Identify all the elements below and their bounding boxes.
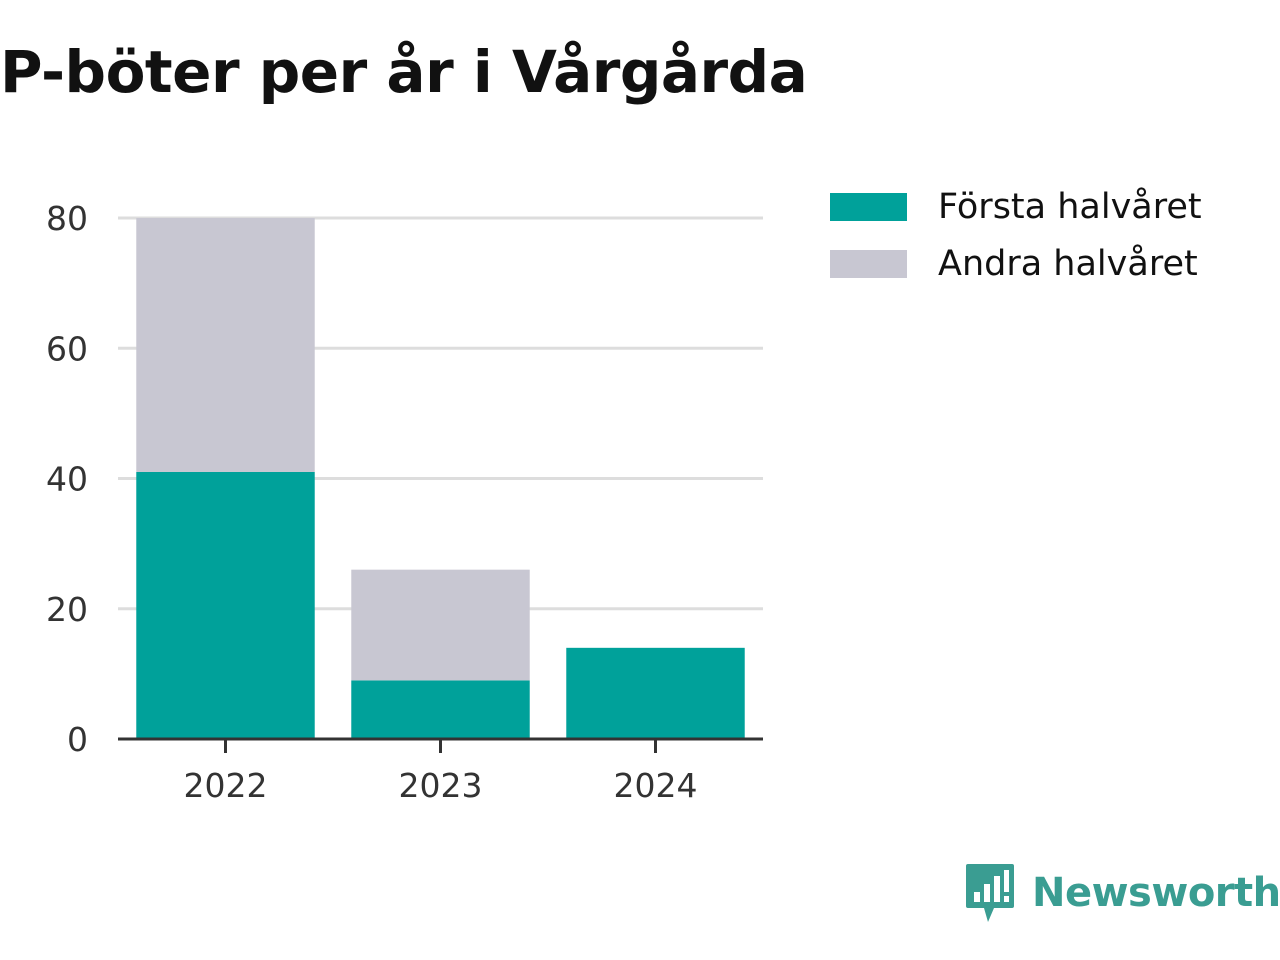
brand-name: Newsworthy bbox=[1032, 870, 1280, 916]
legend-swatch-second-half bbox=[830, 249, 907, 278]
bar-2022-series-0 bbox=[136, 471, 315, 739]
y-tick-label-80: 80 bbox=[46, 199, 88, 238]
bar-2023-series-1 bbox=[351, 569, 530, 681]
bar-2022-series-1 bbox=[136, 218, 315, 472]
bar-2024-series-0 bbox=[566, 647, 745, 739]
y-tick-label-40: 40 bbox=[46, 460, 88, 499]
bars bbox=[136, 218, 745, 739]
chart-title: P-böter per år i Vårgårda bbox=[0, 38, 808, 106]
axes: 0 20 40 60 80 2022 2023 2024 bbox=[46, 199, 763, 805]
legend-swatch-first-half bbox=[830, 192, 907, 221]
legend-label-second-half: Andra halvåret bbox=[938, 243, 1198, 284]
x-tick-label-2023: 2023 bbox=[399, 766, 483, 805]
newsworthy-logo-icon bbox=[966, 864, 1014, 922]
legend-item-first-half: Första halvåret bbox=[830, 178, 1202, 235]
y-tick-label-60: 60 bbox=[46, 329, 88, 368]
legend-item-second-half: Andra halvåret bbox=[830, 235, 1202, 292]
y-tick-label-0: 0 bbox=[67, 720, 88, 759]
bar-chart: 0 20 40 60 80 2022 2023 2024 bbox=[46, 199, 763, 805]
legend: Första halvåret Andra halvåret bbox=[830, 178, 1202, 292]
legend-label-first-half: Första halvåret bbox=[938, 186, 1202, 227]
bar-2023-series-0 bbox=[351, 680, 530, 739]
y-tick-label-20: 20 bbox=[46, 590, 88, 629]
x-tick-label-2024: 2024 bbox=[614, 766, 698, 805]
newsworthy-brand: Newsworthy bbox=[964, 862, 1280, 924]
x-tick-label-2022: 2022 bbox=[184, 766, 268, 805]
